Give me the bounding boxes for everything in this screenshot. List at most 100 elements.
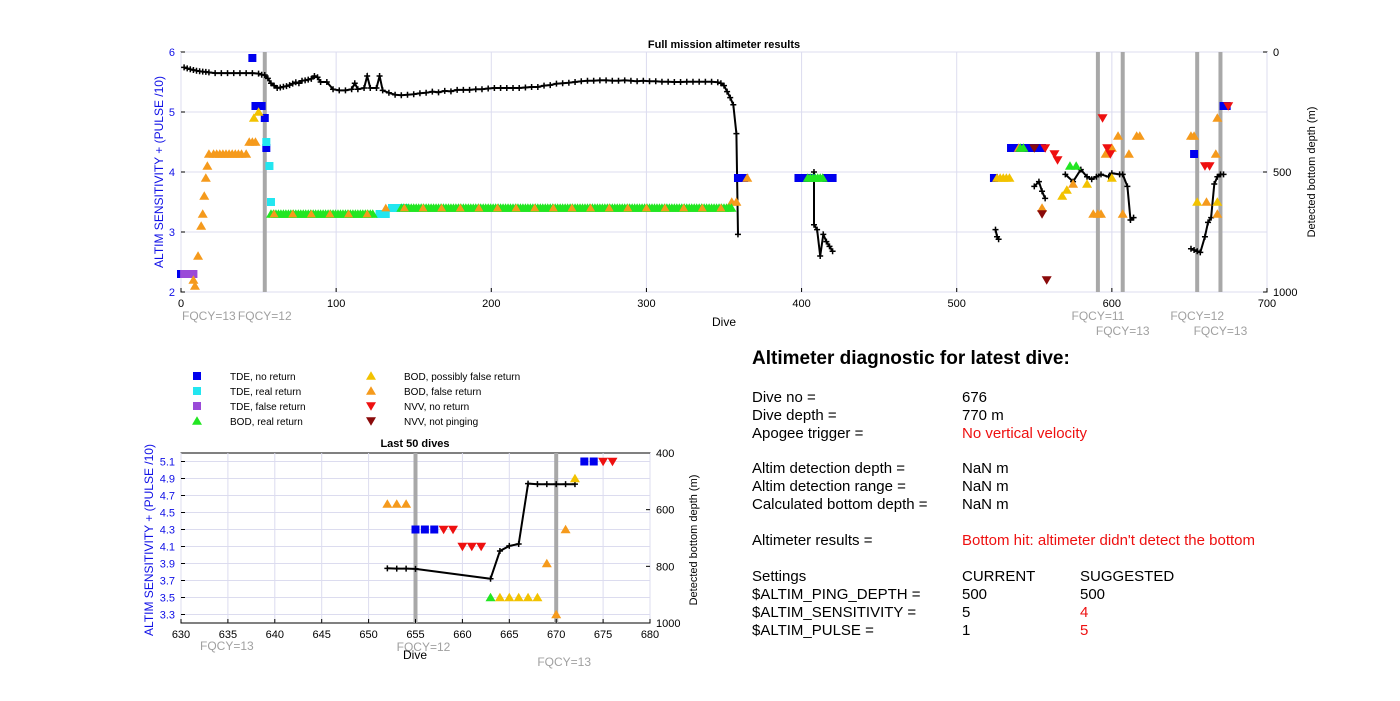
tde-no-marker [1025,144,1034,152]
legend-tde-real-symbol [193,387,201,395]
bottom-depth-point [1127,217,1134,223]
bottom-depth-point [665,78,672,85]
bottom-depth-point [364,73,371,79]
bod-false-marker [250,137,261,146]
bod-possibly-false-marker [1061,185,1072,194]
y-tick-label: 3.5 [160,593,175,605]
y-tick-label: 4 [169,167,175,179]
bottom-depth-point [435,89,442,96]
y-tick-label: 6 [169,47,175,59]
bod-false-marker [1123,149,1134,158]
tde-no-marker [822,174,831,182]
x-tick-label: 0 [178,298,184,310]
bottom-depth-point [1191,247,1198,253]
bod-false-marker [1068,179,1079,188]
bottom-depth-point [385,89,392,96]
bottom-depth-point [817,253,824,259]
fqcy-label: FQCY=13 [537,655,591,669]
nvv-no-marker [457,542,468,552]
tde-no-marker [430,525,439,534]
bod-false-marker [1095,209,1106,218]
bottom-depth-point [1205,219,1212,226]
bod-false-marker [731,197,742,206]
bod-false-marker [742,173,753,182]
main-chart-title: Full mission altimeter results [648,39,800,51]
bottom-depth-point [1130,214,1137,221]
bod-false-marker [1212,113,1223,122]
bod-false-marker [306,209,316,218]
legend-bod-real-symbol [192,416,202,425]
bottom-depth-point [283,83,290,90]
bod-false-marker [1113,131,1124,140]
bottom-depth-point [367,85,374,91]
bottom-depth-point [810,221,817,228]
main-y2-label: Detected bottom depth (m) [1306,107,1318,238]
bod-false-marker [716,203,726,212]
nvv-no-marker [1040,144,1051,153]
setting-current: 1 [962,622,971,639]
y2-tick-label: 1000 [656,618,680,630]
bottom-depth-point [267,80,274,87]
bottom-depth-point [829,248,836,255]
bod-false-marker [679,203,689,212]
setting-name: $ALTIM_PING_DEPTH = [752,586,921,603]
bod-false-marker [511,203,521,212]
legend-bod-false-symbol [366,386,376,395]
bottom-depth-point [379,87,386,94]
tde-real-marker [381,210,390,218]
bottom-depth-point [677,79,684,85]
bottom-depth-point [627,77,634,84]
bottom-depth-point [485,85,492,92]
small-y2-label: Detected bottom depth (m) [688,475,700,606]
bod-false-marker [241,149,252,158]
legend-bod-possibly-false-symbol [366,371,376,380]
bottom-depth-point [212,70,219,77]
main-grid [180,51,1268,293]
legend-label: TDE, no return [230,372,296,383]
tde-no-marker [800,174,809,182]
x-tick-label: 665 [500,629,518,641]
legend-label: BOD, false return [404,387,481,398]
y-tick-label: 3.3 [160,610,175,622]
tde-no-marker [251,102,260,110]
dive-no-value: 676 [962,389,988,406]
y-tick-label: 3 [169,227,175,239]
tde-no-marker [740,174,749,182]
bottom-depth-point [403,565,410,572]
bottom-depth-point [992,226,999,233]
main-y-label: ALTIM SENSITIVITY + (PULSE /10) [152,76,166,268]
bod-false-marker [196,221,207,230]
bod-false-marker [399,203,409,212]
bod-false-marker [189,281,200,290]
x-tick-label: 400 [792,298,810,310]
bottom-depth-point [683,78,690,85]
tde-no-marker [580,457,589,466]
bod-false-marker [344,209,354,218]
bod-false-marker [325,209,335,218]
bottom-depth-point [392,91,399,98]
apogee-value: No vertical velocity [962,425,1088,442]
legend-label: BOD, possibly false return [404,372,520,383]
bottom-depth-point [658,78,665,85]
bottom-depth-point [205,69,212,76]
bottom-depth-point [609,77,616,84]
bottom-depth-point [547,82,554,89]
bod-possibly-false-marker [253,107,264,116]
tde-no-marker [1190,150,1199,158]
bottom-depth-point [621,77,628,84]
small-bottom-depth [384,480,578,582]
nvv-no-marker [1052,156,1063,165]
current-header: CURRENT [962,568,1036,585]
bottom-depth-point [525,480,532,487]
bottom-depth-point [243,70,250,77]
tde-real-marker [265,162,274,170]
results-label: Altimeter results = [752,532,873,549]
y2-tick-label: 500 [1273,167,1291,179]
setting-current: 500 [962,586,988,603]
tde-no-marker [420,525,429,534]
bottom-depth-point [528,84,535,91]
bottom-depth-point [565,79,572,86]
setting-row: $ALTIM_PING_DEPTH = 500 500 [752,586,1392,604]
bottom-depth-point [634,78,641,85]
tde-real-marker [375,210,384,218]
